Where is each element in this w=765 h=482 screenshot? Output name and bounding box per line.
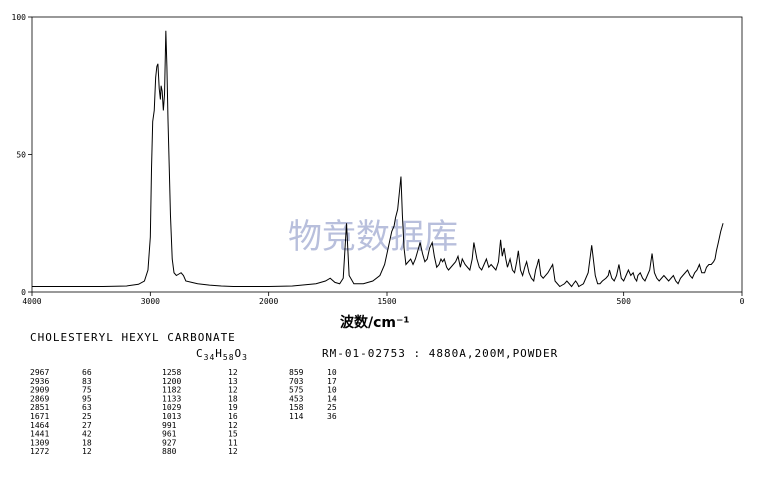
y-tick-label: 50 [16, 151, 26, 160]
peak-intensity: 25 [327, 403, 337, 412]
x-tick-label: 2000 [259, 297, 278, 306]
x-tick-label: 3000 [141, 297, 160, 306]
x-tick-label: 1500 [377, 297, 396, 306]
peak-wavenumber: 2851 [30, 403, 49, 412]
peak-wavenumber: 1272 [30, 447, 49, 456]
peak-intensity: 10 [327, 386, 337, 395]
peak-intensity: 18 [82, 438, 92, 447]
x-tick-label: 500 [616, 297, 631, 306]
peak-wavenumber: 453 [289, 394, 304, 403]
peak-intensity: 63 [82, 403, 92, 412]
peak-wavenumber: 961 [162, 430, 177, 439]
peak-intensity: 95 [82, 394, 92, 403]
peak-wavenumber: 158 [289, 403, 304, 412]
peak-wavenumber: 2967 [30, 368, 49, 377]
peak-wavenumber: 2869 [30, 394, 49, 403]
x-axis-label: 波数/cm⁻¹ [340, 314, 410, 331]
peak-intensity: 12 [228, 368, 238, 377]
sample-info: RM-01-02753 : 4880A,200M,POWDER [322, 347, 558, 360]
formula-element: H [215, 347, 223, 360]
peak-intensity: 75 [82, 386, 92, 395]
formula-subscript: 58 [223, 353, 235, 362]
peak-wavenumber: 1133 [162, 394, 181, 403]
formula-subscript: 3 [242, 353, 248, 362]
peak-wavenumber: 1258 [162, 368, 181, 377]
compound-name: CHOLESTERYL HEXYL CARBONATE [30, 331, 236, 344]
peak-intensity: 18 [228, 394, 238, 403]
peak-wavenumber: 2909 [30, 386, 49, 395]
x-tick-label: 0 [740, 297, 745, 306]
peak-wavenumber: 1671 [30, 412, 49, 421]
peak-intensity: 13 [228, 377, 238, 386]
peak-wavenumber: 1441 [30, 430, 49, 439]
peak-wavenumber: 575 [289, 386, 304, 395]
y-tick-label: 100 [12, 13, 27, 22]
peak-wavenumber: 1464 [30, 421, 49, 430]
formula-subscript: 34 [204, 353, 216, 362]
peak-intensity: 12 [228, 447, 238, 456]
peak-wavenumber: 703 [289, 377, 304, 386]
peak-wavenumber: 1029 [162, 403, 181, 412]
peak-intensity: 11 [228, 438, 238, 447]
peak-intensity: 27 [82, 421, 92, 430]
peak-wavenumber: 114 [289, 412, 304, 421]
peak-wavenumber: 927 [162, 438, 177, 447]
peak-wavenumber: 1182 [162, 386, 181, 395]
peak-intensity: 12 [228, 386, 238, 395]
watermark: 物竞数据库 [288, 217, 458, 257]
peak-intensity: 15 [228, 430, 238, 439]
peak-intensity: 12 [228, 421, 238, 430]
peak-intensity: 16 [228, 412, 238, 421]
peak-intensity: 36 [327, 412, 337, 421]
peak-wavenumber: 1309 [30, 438, 49, 447]
peak-intensity: 14 [327, 394, 337, 403]
peak-wavenumber: 2936 [30, 377, 49, 386]
peak-intensity: 42 [82, 430, 92, 439]
formula-element: O [235, 347, 243, 360]
x-tick-label: 4000 [22, 297, 41, 306]
formula-element: C [196, 347, 204, 360]
peak-intensity: 66 [82, 368, 92, 377]
formula: C34H58O3 [196, 347, 248, 362]
peak-intensity: 10 [327, 368, 337, 377]
peak-intensity: 17 [327, 377, 337, 386]
peak-wavenumber: 991 [162, 421, 177, 430]
spectrum-line [32, 30, 724, 288]
y-tick-label: 0 [21, 288, 26, 297]
peak-intensity: 19 [228, 403, 238, 412]
peak-intensity: 12 [82, 447, 92, 456]
peak-wavenumber: 859 [289, 368, 304, 377]
peak-wavenumber: 1200 [162, 377, 181, 386]
peak-intensity: 83 [82, 377, 92, 386]
peak-intensity: 25 [82, 412, 92, 421]
peak-wavenumber: 880 [162, 447, 177, 456]
peak-wavenumber: 1013 [162, 412, 181, 421]
